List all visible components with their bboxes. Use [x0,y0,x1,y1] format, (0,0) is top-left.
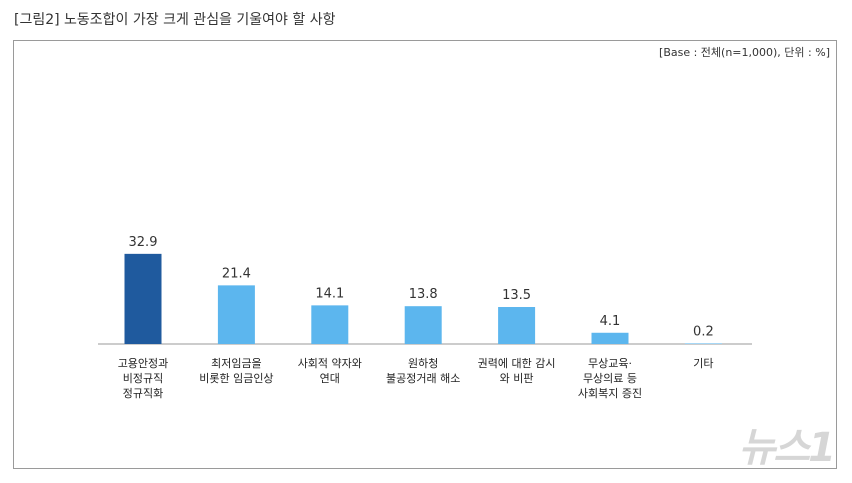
category-label: 무상교육· 무상의료 등 사회복지 증진 [577,357,643,400]
category-label: 기타 [693,357,714,370]
bar [498,307,536,344]
data-label: 32.9 [129,235,158,250]
bar [591,332,629,344]
data-label: 14.1 [315,286,344,301]
bar [684,343,722,344]
bar [311,305,349,344]
bar [124,253,162,344]
figure-title: [그림2] 노동조합이 가장 크게 관심을 기울여야 할 사항 [14,12,336,28]
category-label: 권력에 대한 감시 와 비판 [477,357,556,385]
base-note: [Base : 전체(n=1,000), 단위 : %] [659,46,830,59]
category-label: 고용안정과 비정규직 정규직화 [117,357,169,400]
category-label: 사회적 약자와 연대 [297,357,362,385]
data-label: 13.5 [502,288,531,303]
chart-frame [13,40,837,469]
category-label: 최저임금을 비롯한 임금인상 [199,357,274,385]
data-label: 21.4 [222,266,251,281]
data-label: 4.1 [600,314,621,329]
bar [217,285,255,344]
data-label: 13.8 [409,287,438,302]
bar [404,306,442,344]
data-label: 0.2 [693,324,714,339]
watermark-logo: 뉴스1 [738,425,836,471]
category-label: 원하청 불공정거래 해소 [386,357,461,385]
